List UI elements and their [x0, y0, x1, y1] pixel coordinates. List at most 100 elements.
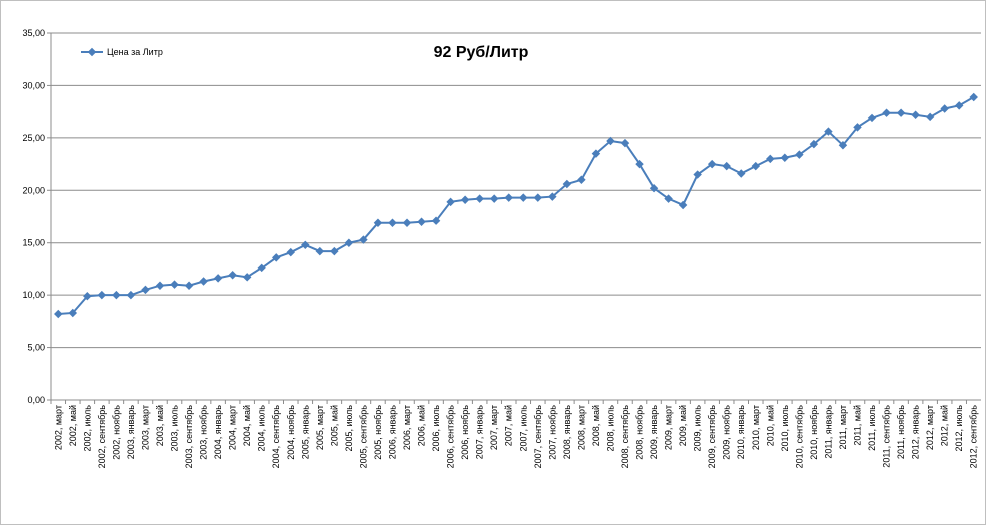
data-point — [97, 290, 107, 300]
data-point — [940, 104, 949, 113]
x-tick-label: 2011, ноябрь — [896, 405, 906, 459]
data-point — [388, 218, 397, 228]
x-tick-label: 2011, май — [852, 405, 862, 446]
x-tick-label: 2007, май — [504, 405, 514, 446]
series-layer — [54, 92, 978, 319]
axes — [50, 33, 981, 404]
data-point — [228, 270, 237, 280]
data-point — [213, 274, 223, 283]
data-point — [417, 217, 426, 226]
data-point — [170, 280, 179, 289]
x-tick-label: 2008, ноябрь — [635, 405, 645, 460]
x-tick-label: 2006, май — [417, 405, 427, 446]
x-tick-label: 2003, январь — [126, 405, 136, 460]
x-tick-label: 2004, сентябрь — [271, 405, 281, 469]
x-tick-label: 2004, январь — [213, 405, 223, 460]
data-point — [969, 92, 978, 102]
x-tick-label: 2002, сентябрь — [97, 405, 107, 469]
x-tick-label: 2003, сентябрь — [184, 405, 194, 469]
data-point — [112, 290, 121, 300]
x-tick-label: 2007, январь — [475, 405, 485, 460]
data-point — [155, 281, 165, 290]
data-point — [533, 193, 543, 202]
gridlines — [47, 32, 981, 401]
x-tick-label: 2009, июль — [693, 405, 703, 452]
data-point — [925, 112, 935, 122]
x-tick-label: 2008, январь — [562, 405, 572, 460]
data-point — [286, 247, 296, 257]
x-tick-label: 2004, июль — [257, 405, 267, 452]
x-tick-label: 2005, ноябрь — [373, 405, 383, 460]
x-tick-label: 2005, июль — [344, 405, 354, 452]
data-point — [199, 277, 208, 286]
x-tick-labels: 2002, март 2002, май 2002, июль 2002, сентя… — [53, 405, 978, 469]
x-tick-label: 2010, июль — [780, 405, 790, 452]
data-point — [882, 108, 891, 117]
x-tick-label: 2002, июль — [82, 405, 92, 452]
x-tick-label: 2012, май — [940, 405, 950, 446]
x-tick-label: 2008, март — [576, 405, 586, 450]
legend: Цена за Литр — [81, 47, 163, 57]
data-point — [184, 281, 194, 290]
x-tick-label: 2008, сентябрь — [620, 405, 630, 469]
data-point — [504, 193, 513, 202]
x-tick-label: 2002, ноябрь — [111, 405, 121, 460]
x-tick-label: 2006, июль — [431, 405, 441, 452]
data-point — [402, 218, 412, 228]
legend-label: Цена за Литр — [107, 47, 163, 57]
x-tick-label: 2002, май — [68, 405, 78, 446]
data-point — [271, 253, 281, 262]
data-point — [359, 235, 368, 244]
data-point — [373, 218, 383, 228]
data-point — [766, 154, 775, 164]
x-tick-label: 2004, май — [242, 405, 252, 446]
x-tick-label: 2004, март — [228, 405, 238, 450]
x-tick-label: 2011, март — [838, 405, 848, 449]
data-point — [460, 195, 470, 204]
x-tick-label: 2010, май — [765, 405, 775, 446]
x-tick-label: 2003, март — [140, 405, 150, 450]
x-tick-label: 2009, январь — [649, 405, 659, 460]
x-tick-label: 2009, ноябрь — [722, 405, 732, 460]
data-point — [54, 309, 63, 319]
x-tick-label: 2012, январь — [911, 405, 921, 460]
x-tick-label: 2003, июль — [170, 405, 180, 452]
data-point — [431, 216, 441, 225]
data-point — [83, 291, 92, 301]
x-tick-label: 2003, ноябрь — [199, 405, 209, 460]
x-tick-label: 2011, сентябрь — [882, 405, 892, 468]
x-tick-label: 2005, май — [329, 405, 339, 446]
data-point — [141, 285, 150, 295]
data-point — [678, 200, 688, 210]
y-tick-label: 10,00 — [22, 290, 45, 300]
x-tick-label: 2010, январь — [736, 405, 746, 460]
data-point — [736, 169, 746, 178]
data-point — [344, 238, 354, 247]
data-point — [577, 175, 586, 185]
x-tick-label: 2007, июль — [518, 405, 528, 452]
data-point — [751, 161, 761, 171]
data-point — [242, 273, 252, 282]
data-point — [722, 161, 731, 171]
x-tick-label: 2008, июль — [605, 405, 615, 452]
data-point — [330, 246, 339, 256]
x-tick-label: 2011, январь — [823, 405, 833, 459]
y-tick-label: 30,00 — [22, 80, 45, 90]
data-point — [257, 263, 266, 273]
data-point — [475, 194, 484, 203]
data-point — [446, 197, 455, 207]
x-tick-label: 2012, сентябрь — [969, 405, 979, 469]
series-line — [58, 96, 975, 316]
x-tick-label: 2004, ноябрь — [286, 405, 296, 460]
x-tick-label: 2011, июль — [867, 405, 877, 451]
x-tick-label: 2008, май — [591, 405, 601, 446]
data-point — [489, 194, 499, 203]
y-tick-label: 25,00 — [22, 133, 45, 143]
data-point — [519, 193, 528, 202]
x-tick-label: 2006, сентябрь — [446, 405, 456, 469]
data-point — [896, 108, 906, 117]
data-point — [780, 153, 790, 163]
x-tick-label: 2006, ноябрь — [460, 405, 470, 460]
